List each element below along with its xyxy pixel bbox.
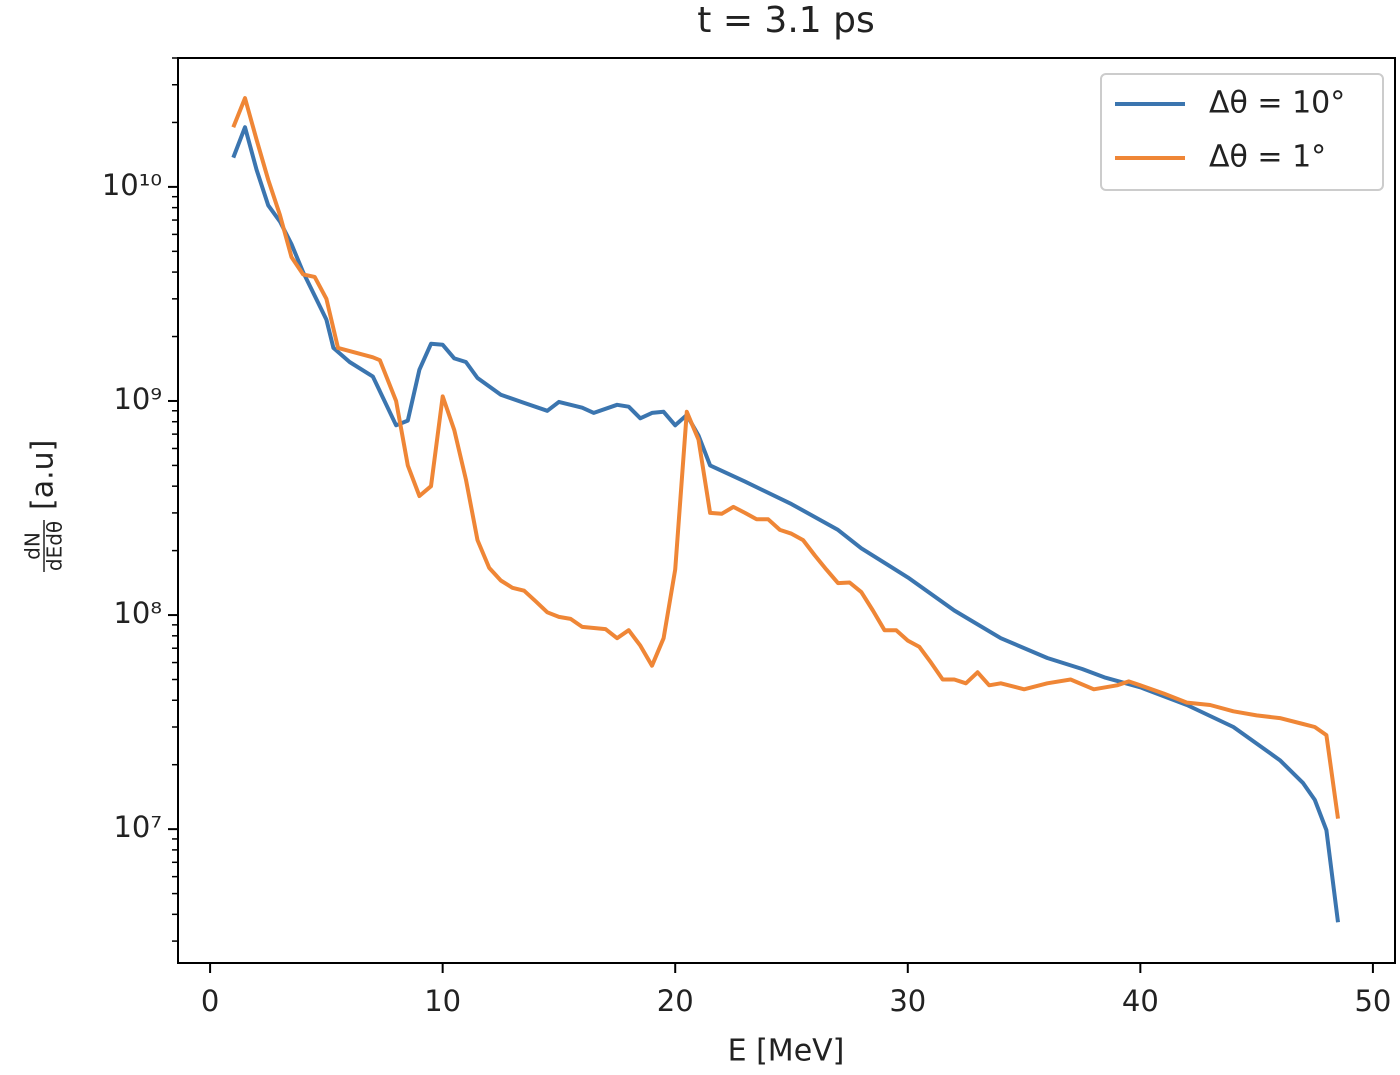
x-tick-label: 40 bbox=[1122, 984, 1159, 1018]
y-tick-label: 10¹⁰ bbox=[102, 168, 162, 202]
y-label-unit: [a.u] bbox=[26, 440, 61, 510]
y-label-numerator: dN bbox=[21, 532, 45, 560]
chart-title: t = 3.1 ps bbox=[697, 0, 874, 41]
x-tick-label: 10 bbox=[424, 984, 461, 1018]
x-tick-label: 20 bbox=[657, 984, 694, 1018]
x-tick-label: 0 bbox=[201, 984, 219, 1018]
data-line bbox=[231, 125, 1340, 923]
x-tick-label: 30 bbox=[889, 984, 926, 1018]
y-tick-label: 10⁹ bbox=[113, 382, 162, 416]
y-label-denominator: dEdθ bbox=[43, 521, 67, 571]
data-line bbox=[231, 96, 1340, 819]
x-tick-label: 50 bbox=[1354, 984, 1391, 1018]
legend-label: Δθ = 1° bbox=[1209, 140, 1326, 175]
x-axis-label: E [MeV] bbox=[728, 1034, 845, 1069]
y-axis-label: dN dEdθ [a.u] bbox=[21, 440, 67, 572]
plot-frame bbox=[177, 57, 1396, 964]
legend-label: Δθ = 10° bbox=[1209, 86, 1345, 121]
y-tick-label: 10⁸ bbox=[113, 596, 162, 630]
y-tick-label: 10⁷ bbox=[113, 810, 162, 844]
